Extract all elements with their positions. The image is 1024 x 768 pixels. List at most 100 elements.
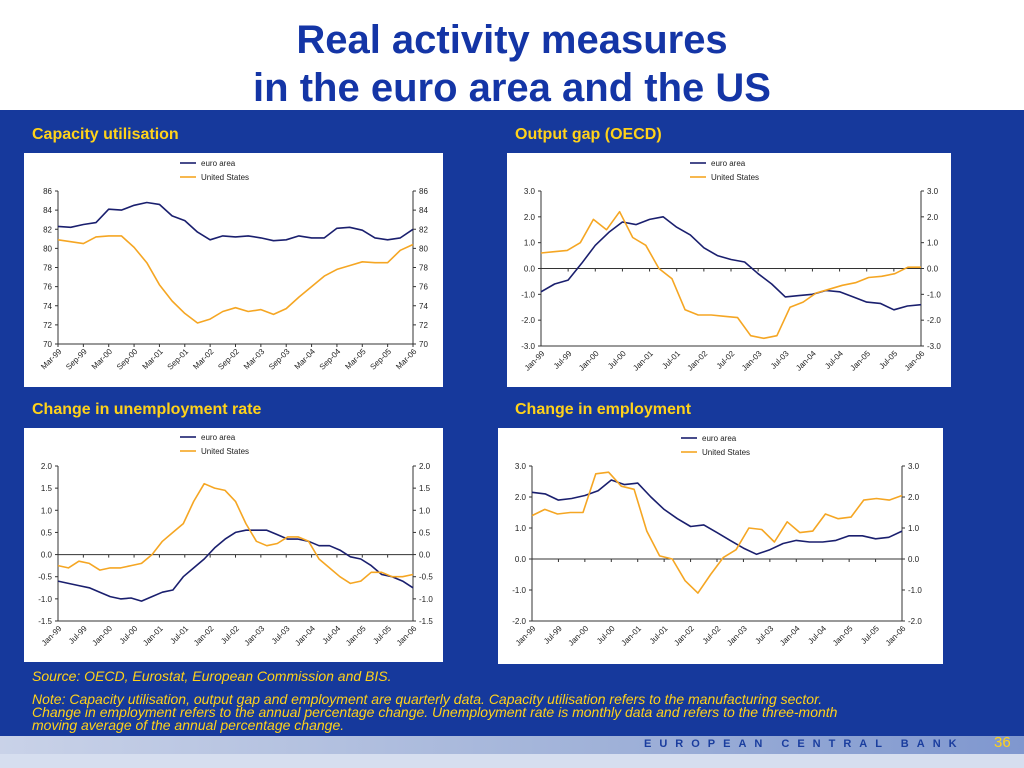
capacity-series-line-united-states [57, 235, 414, 324]
outputgap-xtick-label-3: Jul-00 [606, 349, 628, 371]
slide-title-line-1: Real activity measures [296, 18, 728, 62]
panel-title-unemployment: Change in unemployment rate [32, 401, 262, 418]
outputgap-ytick-label-left-0: -3.0 [521, 342, 535, 351]
capacity-xtick-label-3: Sep-00 [115, 347, 140, 372]
capacity-ytick-label-left-5: 80 [43, 244, 52, 253]
capacity-xtick-label-10: Mar-04 [293, 347, 318, 372]
chart-employment: -2.0 -2.0 -1.0 -1.0 0.0 0.0 1.0 1.0 2.0 2.0 3.0 3.0… [498, 428, 943, 664]
chart-capacity-svg: 70 70 72 72 74 74 76 76 78 78 80 80 82 82 84 84 86 86 Mar-… [39, 159, 428, 372]
unemployment-xtick-label-7: Jul-02 [219, 624, 241, 646]
capacity-ytick-label-left-0: 70 [43, 340, 52, 349]
footer-bar: EUROPEAN CENTRAL BANK 36 [0, 734, 1024, 768]
outputgap-ytick-label-left-6: 3.0 [524, 187, 536, 196]
unemployment-legend-label-1: United States [201, 447, 249, 456]
capacity-ytick-label-left-1: 72 [43, 321, 52, 330]
outputgap-ytick-label-right-1: -2.0 [927, 316, 941, 325]
capacity-ytick-label-right-6: 82 [419, 225, 428, 234]
chart-employment-svg: -2.0 -2.0 -1.0 -1.0 0.0 0.0 1.0 1.0 2.0 2.0 3.0 3.0… [512, 434, 922, 648]
employment-ytick-label-right-0: -2.0 [908, 617, 922, 626]
outputgap-ytick-label-right-2: -1.0 [927, 290, 941, 299]
employment-ytick-label-left-5: 3.0 [515, 462, 527, 471]
capacity-xtick-label-4: Mar-01 [141, 347, 166, 372]
chart-unemployment-svg: -1.5 -1.5 -1.0 -1.0 -0.5 -0.5 0.0 0.0 0.5 0.5 1.0 1… [38, 433, 433, 648]
unemployment-ytick-label-left-6: 1.5 [41, 484, 53, 493]
unemployment-ytick-label-left-4: 0.5 [41, 528, 53, 537]
outputgap-ytick-label-left-4: 1.0 [524, 239, 536, 248]
outputgap-xtick-label-12: Jan-05 [848, 349, 872, 373]
employment-xtick-label-11: Jul-04 [806, 624, 828, 646]
capacity-ytick-label-left-4: 78 [43, 264, 52, 273]
outputgap-ytick-label-right-3: 0.0 [927, 265, 939, 274]
employment-xtick-label-3: Jul-00 [595, 624, 617, 646]
outputgap-ytick-label-right-6: 3.0 [927, 187, 939, 196]
capacity-ytick-label-left-7: 84 [43, 206, 52, 215]
footer-band [0, 736, 1024, 754]
capacity-xtick-label-13: Sep-05 [368, 347, 393, 372]
employment-xtick-label-7: Jul-02 [701, 624, 723, 646]
outputgap-xtick-label-14: Jan-06 [903, 349, 927, 373]
employment-ytick-label-left-2: 0.0 [515, 555, 527, 564]
capacity-ytick-label-right-7: 84 [419, 206, 428, 215]
unemployment-ytick-label-left-3: 0.0 [41, 551, 53, 560]
unemployment-ytick-label-right-6: 1.5 [419, 484, 431, 493]
footer-bank-name: EUROPEAN CENTRAL BANK [644, 738, 965, 750]
employment-ytick-label-right-4: 2.0 [908, 493, 920, 502]
unemployment-xtick-label-9: Jul-03 [270, 624, 292, 646]
unemployment-ytick-label-right-1: -1.0 [419, 595, 433, 604]
employment-xtick-label-10: Jan-04 [778, 624, 802, 648]
unemployment-ytick-label-left-1: -1.0 [38, 595, 52, 604]
capacity-xtick-label-12: Mar-05 [343, 347, 368, 372]
unemployment-series-line-euro-area [57, 529, 414, 602]
employment-xtick-label-0: Jan-99 [514, 624, 538, 648]
employment-xtick-label-13: Jul-05 [859, 624, 881, 646]
employment-ytick-label-left-1: -1.0 [512, 586, 526, 595]
capacity-legend-label-0: euro area [201, 159, 236, 168]
panel-title-capacity: Capacity utilisation [32, 126, 179, 143]
slide-header: Real activity measures in the euro area … [0, 0, 1024, 110]
capacity-ytick-label-right-5: 80 [419, 244, 428, 253]
unemployment-xtick-label-8: Jan-03 [243, 624, 267, 648]
unemployment-xtick-label-1: Jul-99 [67, 624, 89, 646]
capacity-ytick-label-right-2: 74 [419, 302, 428, 311]
chart-outputgap: -3.0 -3.0 -2.0 -2.0 -1.0 -1.0 0.0 0.0 1.0 1.0 2.0 2… [507, 153, 951, 387]
unemployment-ytick-label-left-7: 2.0 [41, 462, 53, 471]
outputgap-xtick-label-5: Jul-01 [660, 349, 682, 371]
unemployment-ytick-label-right-7: 2.0 [419, 462, 431, 471]
panel-title-employment: Change in employment [515, 401, 692, 418]
employment-ytick-label-right-2: 0.0 [908, 555, 920, 564]
capacity-xtick-label-2: Mar-00 [90, 347, 115, 372]
capacity-ytick-label-left-3: 76 [43, 283, 52, 292]
outputgap-ytick-label-right-0: -3.0 [927, 342, 941, 351]
employment-series-line-united-states [531, 471, 903, 594]
employment-xtick-label-6: Jan-02 [672, 624, 696, 648]
slide-title-line-2: in the euro area and the US [253, 66, 771, 110]
unemployment-xtick-label-13: Jul-05 [371, 624, 393, 646]
slide-title: Real activity measures in the euro area … [0, 0, 1024, 112]
capacity-xtick-label-9: Sep-03 [267, 347, 292, 372]
capacity-xtick-label-6: Mar-02 [191, 347, 216, 372]
unemployment-xtick-label-12: Jan-05 [344, 624, 368, 648]
unemployment-ytick-label-right-2: -0.5 [419, 573, 433, 582]
employment-xtick-label-12: Jan-05 [831, 624, 855, 648]
outputgap-xtick-label-9: Jul-03 [769, 349, 791, 371]
outputgap-xtick-label-0: Jan-99 [523, 349, 547, 373]
employment-ytick-label-left-4: 2.0 [515, 493, 527, 502]
capacity-xtick-label-5: Sep-01 [166, 347, 191, 372]
outputgap-xtick-label-2: Jan-00 [577, 349, 601, 373]
chart-outputgap-svg: -3.0 -3.0 -2.0 -2.0 -1.0 -1.0 0.0 0.0 1.0 1.0 2.0 2… [521, 159, 941, 373]
capacity-ytick-label-left-2: 74 [43, 302, 52, 311]
unemployment-ytick-label-left-5: 1.0 [41, 506, 53, 515]
source-note: Source: OECD, Eurostat, European Commiss… [32, 668, 392, 684]
outputgap-xtick-label-4: Jan-01 [631, 349, 655, 373]
unemployment-ytick-label-right-5: 1.0 [419, 506, 431, 515]
employment-ytick-label-right-1: -1.0 [908, 586, 922, 595]
outputgap-ytick-label-left-1: -2.0 [521, 316, 535, 325]
capacity-ytick-label-right-0: 70 [419, 340, 428, 349]
employment-series-line-euro-area [531, 479, 903, 556]
capacity-xtick-label-11: Sep-04 [318, 347, 343, 372]
page-number: 36 [994, 734, 1011, 751]
capacity-series-line-euro-area [57, 201, 414, 242]
employment-ytick-label-right-3: 1.0 [908, 524, 920, 533]
footnote: Note: Capacity utilisation, output gap a… [32, 691, 838, 733]
outputgap-ytick-label-left-3: 0.0 [524, 265, 536, 274]
